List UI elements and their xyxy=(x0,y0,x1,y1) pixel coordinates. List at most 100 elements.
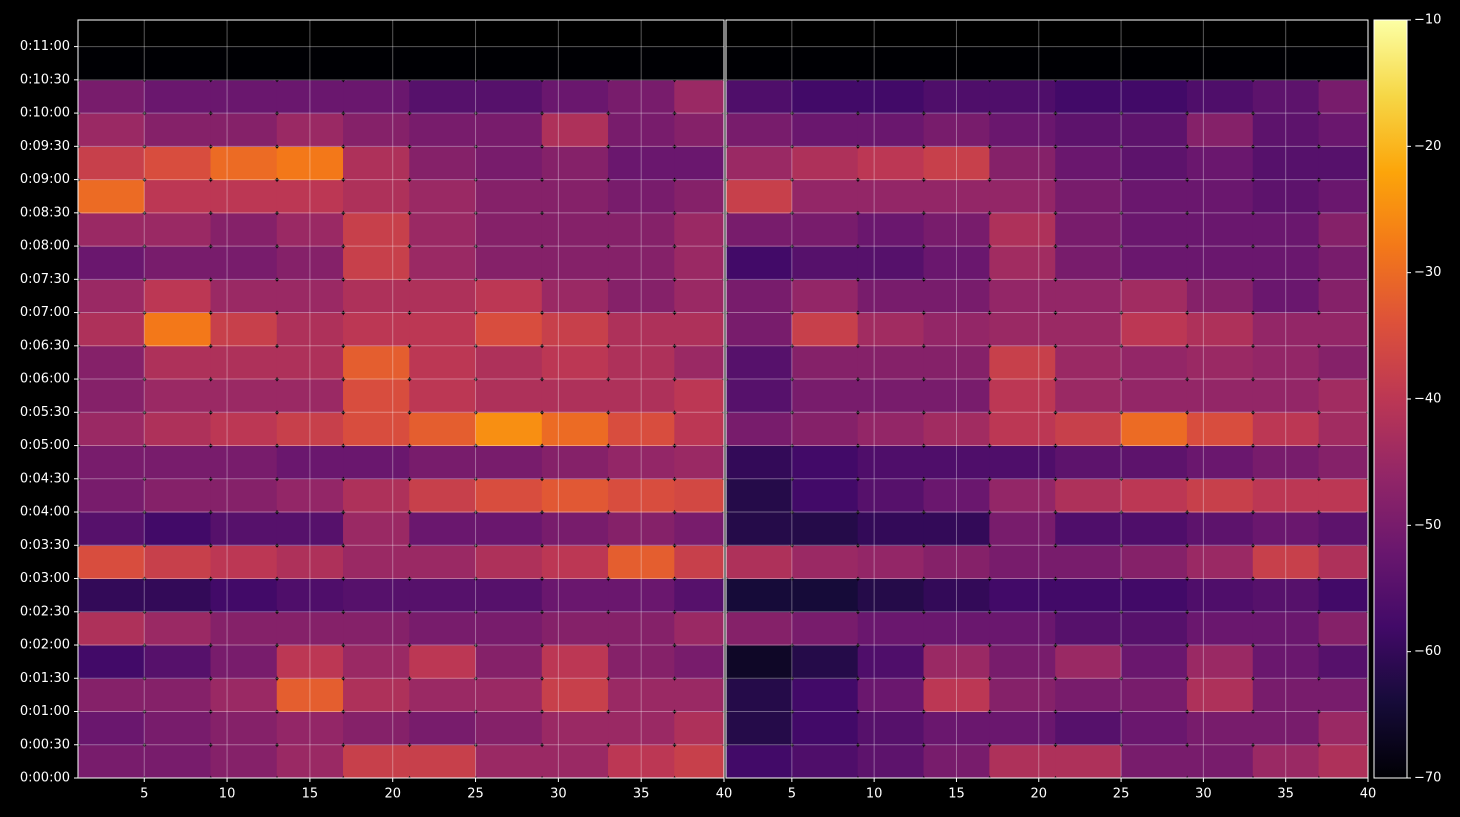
heatmap-cell xyxy=(1318,512,1369,546)
heatmap-cell xyxy=(1121,545,1188,580)
heatmap-cell xyxy=(1186,246,1254,280)
heatmap-cell xyxy=(1318,246,1369,280)
heatmap-cell xyxy=(541,113,609,147)
x-tick-label: 30 xyxy=(550,787,567,802)
heatmap-cell xyxy=(857,678,925,713)
heatmap-cell xyxy=(343,113,410,147)
heatmap-cell xyxy=(674,678,725,713)
heatmap-cell xyxy=(1055,345,1122,380)
heatmap-cell xyxy=(791,246,859,280)
heatmap-cell xyxy=(276,113,344,147)
heatmap-cell xyxy=(989,79,1056,114)
heatmap-cell xyxy=(989,512,1056,546)
heatmap-cell xyxy=(923,345,990,380)
heatmap-cell xyxy=(409,312,477,347)
heatmap-cell xyxy=(726,79,793,114)
y-tick-label: 0:04:00 xyxy=(20,505,70,520)
heatmap-cell xyxy=(674,113,725,147)
heatmap-cell xyxy=(78,711,145,746)
heatmap-cell xyxy=(1318,711,1369,746)
heatmap-cell xyxy=(541,412,609,447)
heatmap-cell xyxy=(343,179,410,214)
heatmap-cell xyxy=(726,212,793,247)
heatmap-cell xyxy=(791,744,859,779)
heatmap-cell xyxy=(1055,312,1122,347)
heatmap-cell xyxy=(1186,212,1254,247)
heatmap-cell xyxy=(608,578,675,613)
heatmap-cell xyxy=(276,512,344,546)
heatmap-cell xyxy=(791,345,859,380)
heatmap-cell xyxy=(409,545,477,580)
heatmap-cell xyxy=(1186,478,1254,513)
heatmap-cell xyxy=(78,678,145,713)
heatmap-cell xyxy=(276,179,344,214)
heatmap-cell xyxy=(78,212,145,247)
heatmap-cell xyxy=(923,246,990,280)
heatmap-cell xyxy=(674,478,725,513)
heatmap-cell xyxy=(1186,379,1254,413)
heatmap-cell xyxy=(475,179,543,214)
heatmap-cell xyxy=(1318,478,1369,513)
heatmap-cell xyxy=(78,146,145,181)
heatmap-cell xyxy=(1055,578,1122,613)
heatmap-cell xyxy=(989,445,1056,480)
heatmap-cell xyxy=(923,79,990,114)
heatmap-cell xyxy=(608,611,675,646)
heatmap-cell xyxy=(276,711,344,746)
heatmap-cell xyxy=(726,246,793,280)
heatmap-cell xyxy=(1055,379,1122,413)
heatmap-cell xyxy=(144,246,212,280)
x-tick-label: 10 xyxy=(866,787,883,802)
heatmap-cell xyxy=(791,678,859,713)
heatmap-cell xyxy=(674,312,725,347)
heatmap-cell xyxy=(608,512,675,546)
heatmap-cell xyxy=(475,146,543,181)
heatmap-cell xyxy=(541,79,609,114)
heatmap-cell xyxy=(608,246,675,280)
heatmap-cell xyxy=(1318,645,1369,679)
heatmap-cell xyxy=(1318,179,1369,214)
heatmap-cell xyxy=(608,412,675,447)
heatmap-cell xyxy=(1318,345,1369,380)
heatmap-cell xyxy=(923,179,990,214)
heatmap-cell xyxy=(989,412,1056,447)
heatmap-cell xyxy=(989,645,1056,679)
x-tick-label: 40 xyxy=(1360,787,1377,802)
heatmap-cell xyxy=(210,512,278,546)
heatmap-cell xyxy=(475,279,543,314)
heatmap-cell xyxy=(78,578,145,613)
heatmap-cell xyxy=(1186,512,1254,546)
heatmap-cell xyxy=(923,212,990,247)
heatmap-cell xyxy=(409,279,477,314)
heatmap-cell xyxy=(343,345,410,380)
heatmap-cell xyxy=(1186,46,1254,81)
heatmap-cell xyxy=(791,412,859,447)
heatmap-cell xyxy=(78,46,145,81)
heatmap-cell xyxy=(1318,212,1369,247)
heatmap-cell xyxy=(1055,478,1122,513)
heatmap-cell xyxy=(1055,212,1122,247)
heatmap-cell xyxy=(276,279,344,314)
heatmap-cell xyxy=(857,478,925,513)
heatmap-cell xyxy=(989,478,1056,513)
heatmap-cell xyxy=(276,212,344,247)
heatmap-cell xyxy=(791,279,859,314)
heatmap-cell xyxy=(1252,711,1320,746)
heatmap-cell xyxy=(210,146,278,181)
colorbar-tick-label: −40 xyxy=(1414,392,1441,407)
y-tick-label: 0:05:30 xyxy=(20,405,70,420)
y-tick-label: 0:10:00 xyxy=(20,106,70,121)
heatmap-cell xyxy=(608,445,675,480)
heatmap-cell xyxy=(475,478,543,513)
heatmap-cell xyxy=(1055,744,1122,779)
heatmap-cell xyxy=(144,46,212,81)
heatmap-cell xyxy=(276,79,344,114)
heatmap-cell xyxy=(1055,246,1122,280)
heatmap-cell xyxy=(144,412,212,447)
heatmap-cell xyxy=(1186,445,1254,480)
heatmap-panel xyxy=(78,46,725,779)
heatmap-cell xyxy=(343,379,410,413)
heatmap-cell xyxy=(276,412,344,447)
heatmap-cell xyxy=(857,645,925,679)
